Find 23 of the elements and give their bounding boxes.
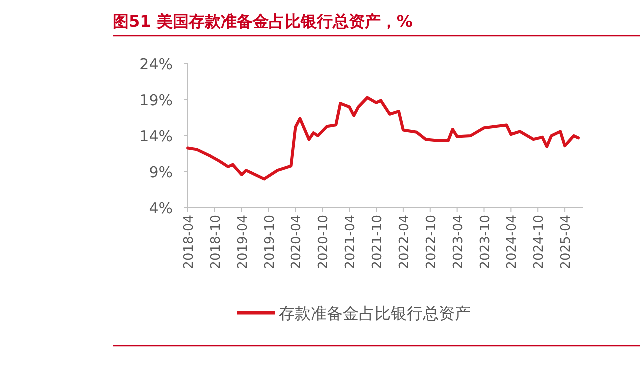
x-tick-label: 2025-04: [559, 215, 574, 270]
y-tick-label: 4%: [149, 200, 173, 218]
x-tick-label: 2019-10: [262, 215, 278, 270]
y-tick-label: 19%: [140, 92, 173, 110]
x-tick-label: 2024-10: [532, 215, 548, 270]
legend-label: 存款准备金占比银行总资产: [279, 304, 471, 323]
x-tick-label: 2020-10: [316, 215, 332, 270]
y-tick-label: 9%: [149, 164, 173, 182]
x-tick-label: 2021-10: [370, 215, 386, 270]
x-tick-label: 2020-04: [290, 215, 305, 270]
x-tick-label: 2021-04: [344, 215, 359, 270]
x-tick-label: 2018-10: [208, 215, 224, 270]
x-tick-label: 2023-04: [451, 215, 466, 270]
y-tick-label: 24%: [140, 56, 173, 74]
x-tick-label: 2024-04: [505, 215, 520, 270]
x-tick-label: 2018-04: [182, 215, 197, 270]
line-series: [186, 96, 580, 181]
x-tick-label: 2022-10: [424, 215, 440, 270]
x-tick-label: 2023-10: [478, 215, 494, 270]
x-tick-label: 2022-04: [397, 215, 412, 270]
y-tick-label: 14%: [140, 128, 173, 146]
chart-title: 图51 美国存款准备金占比银行总资产，%: [113, 12, 413, 31]
x-tick-label: 2019-04: [236, 215, 251, 270]
